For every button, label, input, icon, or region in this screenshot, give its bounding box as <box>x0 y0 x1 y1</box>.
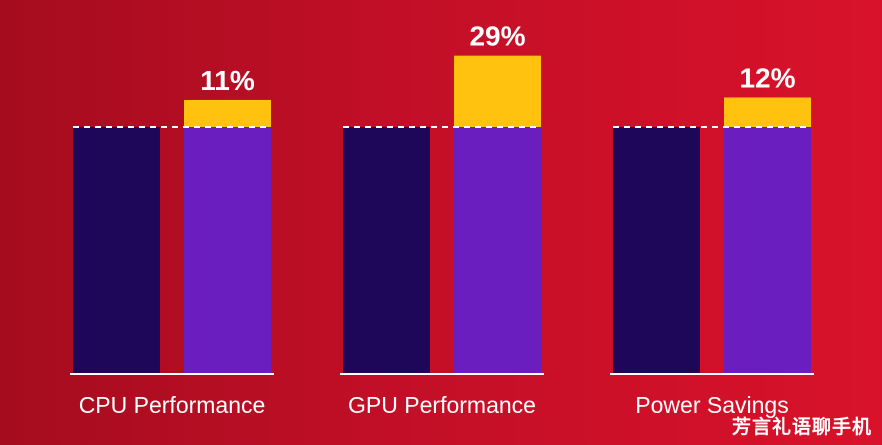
new-bar-2 <box>724 127 811 373</box>
category-label-2: Power Savings <box>635 392 788 418</box>
gain-segment-1 <box>454 55 541 127</box>
gain-segment-2 <box>724 97 811 127</box>
new-bar-0 <box>184 127 271 373</box>
baseline-bar-1 <box>343 127 430 373</box>
increase-label-0: 11% <box>200 65 255 96</box>
baseline-bar-2 <box>613 127 700 373</box>
category-label-0: CPU Performance <box>79 392 266 418</box>
increase-label-2: 12% <box>739 62 795 93</box>
increase-label-1: 29% <box>469 21 525 52</box>
new-bar-1 <box>454 127 541 373</box>
category-label-1: GPU Performance <box>348 392 536 418</box>
watermark-text: 芳言礼语聊手机 <box>731 416 872 438</box>
baseline-bar-0 <box>73 127 160 373</box>
gain-segment-0 <box>184 99 271 127</box>
